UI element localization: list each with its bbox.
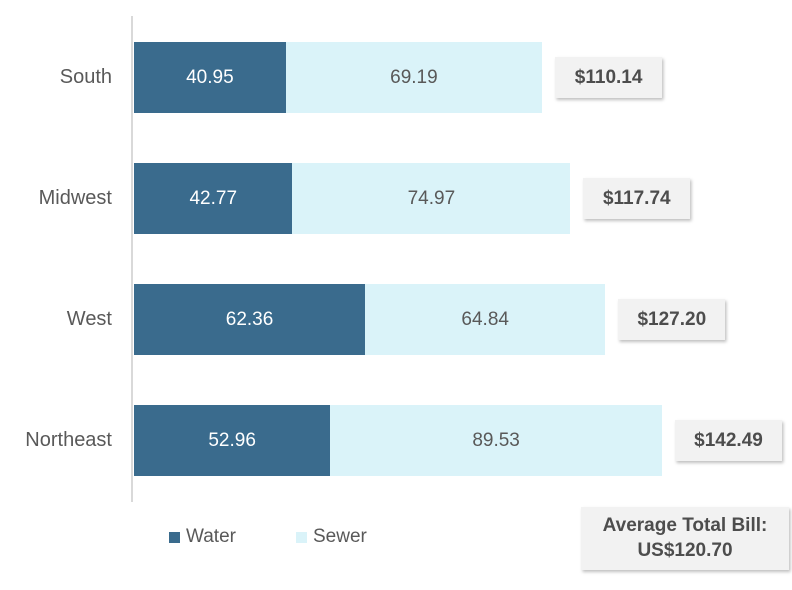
average-total-bill-line1: Average Total Bill: [602,514,768,536]
average-total-bill-box: Average Total Bill: US$120.70 [581,507,789,570]
sewer-value-label: 64.84 [461,308,509,330]
sewer-legend-label: Sewer [313,526,367,547]
legend-item-sewer: Sewer [296,526,367,548]
sewer-legend-swatch-icon [296,531,307,543]
bar-row-west: West 62.36 64.84 $127.20 [0,284,792,355]
category-label-midwest: Midwest [38,187,112,209]
water-bar-segment: 40.95 [134,42,286,113]
water-bar-segment: 62.36 [134,284,366,355]
bar-row-northeast: Northeast 52.96 89.53 $142.49 [0,405,792,476]
water-value-label: 40.95 [186,66,234,88]
sewer-bar-segment: 64.84 [365,284,606,355]
legend-item-water: Water [169,526,236,548]
water-value-label: 42.77 [189,187,238,209]
average-total-bill-line2: US$120.70 [637,539,733,561]
total-label-south: $110.14 [555,57,663,98]
sewer-value-label: 69.19 [390,66,438,88]
water-value-label: 62.36 [225,308,274,330]
legend: Water Sewer [0,526,792,550]
total-label-northeast: $142.49 [675,420,782,461]
water-legend-swatch-icon [169,531,180,543]
water-legend-label: Water [186,526,236,547]
sewer-bar-segment: 74.97 [292,163,571,234]
bar-row-south: South 40.95 69.19 $110.14 [0,42,792,113]
sewer-value-label: 89.53 [472,429,520,451]
bar-row-midwest: Midwest 42.77 74.97 $117.74 [0,163,792,234]
total-label-midwest: $117.74 [583,178,691,219]
sewer-bar-segment: 89.53 [330,405,662,476]
sewer-value-label: 74.97 [407,187,456,209]
category-label-west: West [66,308,112,330]
water-bar-segment: 42.77 [134,163,293,234]
y-axis-line [131,16,133,502]
total-label-west: $127.20 [618,299,726,340]
sewer-bar-segment: 69.19 [285,42,543,113]
category-label-northeast: Northeast [25,429,112,451]
water-value-label: 52.96 [208,429,256,451]
water-bar-segment: 52.96 [134,405,331,476]
category-label-south: South [59,66,112,88]
